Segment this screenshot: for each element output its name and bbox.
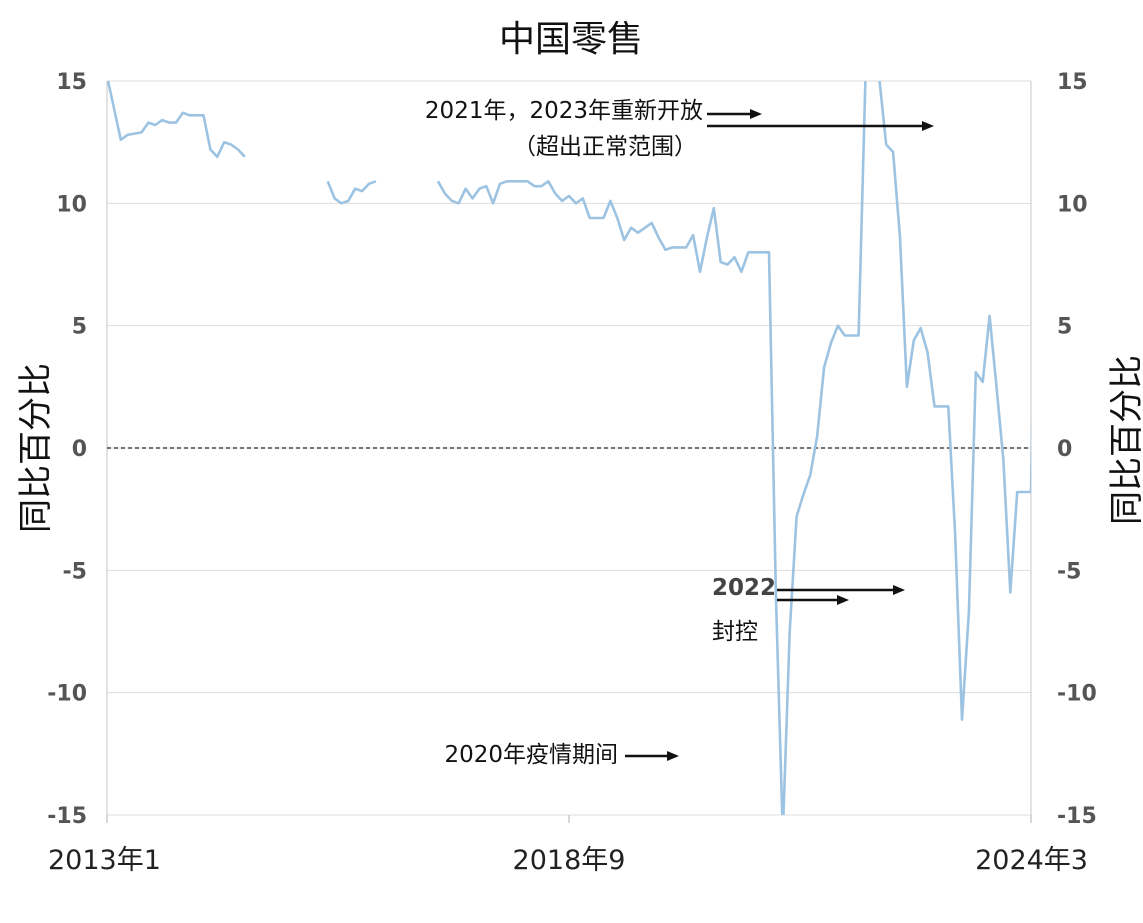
- y-tick-label-left: 15: [56, 70, 87, 95]
- x-tick-label: 2024年3: [975, 845, 1088, 876]
- y-tick-label-right: 0: [1057, 437, 1072, 462]
- arrow-reopen-2021-head: [750, 109, 762, 119]
- arrow-reopen-2023-head: [922, 121, 934, 131]
- arrow-lockdown-2022-head: [837, 595, 849, 605]
- y-tick-label-right: -15: [1057, 804, 1097, 829]
- annotation-reopen-line2: （超出正常范围）: [513, 134, 697, 160]
- tick-labels: 15 15 10 10 5 5 0 0 -5 -5 -10 -10 -15 -15 2013年1 2018年9…: [47, 70, 1097, 876]
- y-tick-label-left: -15: [47, 804, 87, 829]
- y-axis-label-left: 同比百分比: [16, 363, 56, 533]
- annotation-arrows: [625, 109, 934, 761]
- annotation-pandemic: 2020年疫情期间: [444, 742, 618, 768]
- annotation-lockdown-year: 2022: [712, 575, 776, 601]
- y-tick-label-right: 15: [1057, 70, 1088, 95]
- y-tick-label-left: 0: [72, 437, 87, 462]
- y-tick-label-right: -5: [1057, 559, 1081, 584]
- annotation-reopen-line1: 2021年，2023年重新开放: [425, 98, 703, 124]
- annotation-lockdown-label: 封控: [712, 619, 758, 645]
- y-tick-label-right: -10: [1057, 682, 1097, 707]
- y-tick-label-left: -5: [63, 559, 87, 584]
- y-tick-label-left: -10: [47, 682, 87, 707]
- series-line: [107, 81, 1031, 815]
- chart-title: 中国零售: [499, 19, 643, 60]
- x-tick-label: 2018年9: [513, 845, 626, 876]
- arrow-pandemic-head: [667, 751, 679, 761]
- x-tick-label: 2013年1: [48, 845, 161, 876]
- y-tick-label-right: 10: [1057, 192, 1088, 217]
- series-line-group: [107, 81, 1031, 815]
- y-tick-label-right: 5: [1057, 315, 1072, 340]
- y-tick-label-left: 10: [56, 192, 87, 217]
- y-axis-label-right: 同比百分比: [1107, 355, 1143, 525]
- y-tick-label-left: 5: [72, 315, 87, 340]
- arrow-lockdown-2023-head: [893, 585, 905, 595]
